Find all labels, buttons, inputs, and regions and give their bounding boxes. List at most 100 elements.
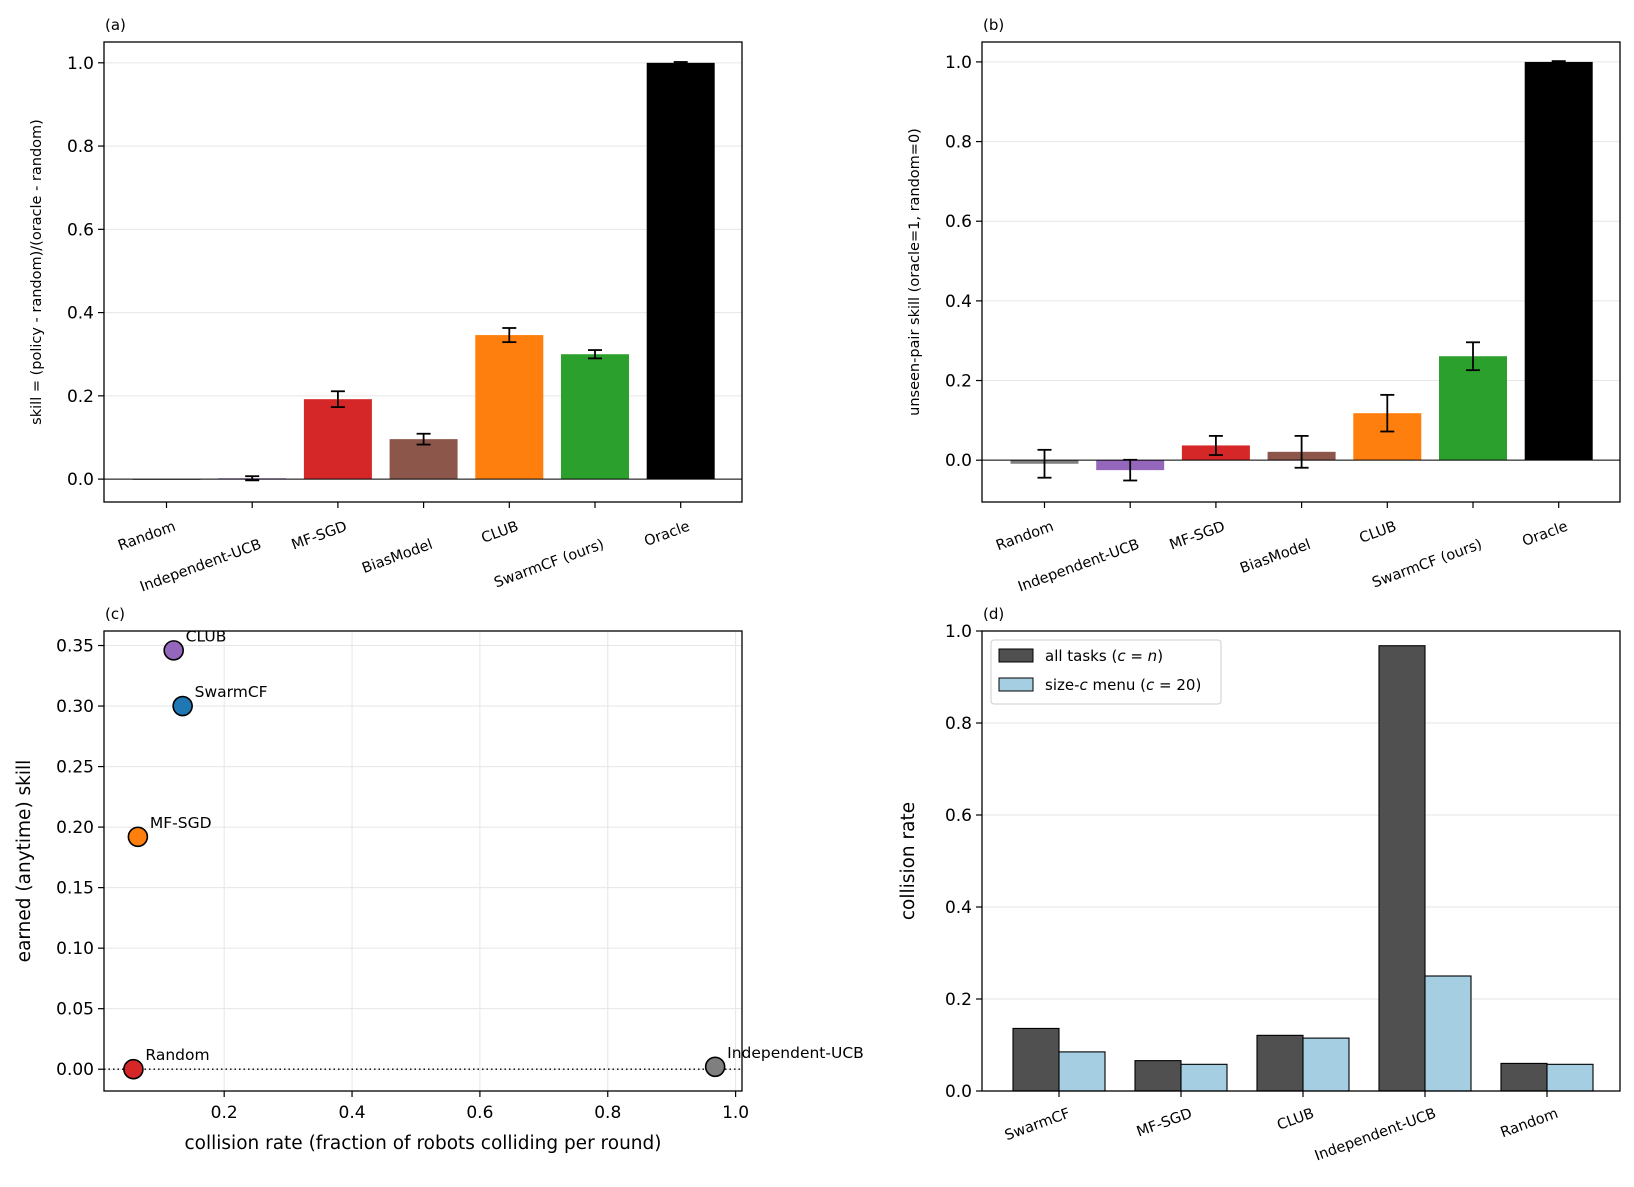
panel-b-bar bbox=[1524, 61, 1593, 461]
panel-a-x-tick-label: Oracle bbox=[642, 519, 692, 550]
panel-c-point bbox=[704, 1056, 726, 1078]
panel-d-y-tick-label: 0.6 bbox=[945, 806, 972, 826]
panel-c-y-tick-label: 0.25 bbox=[56, 758, 94, 778]
panel-c-point bbox=[163, 640, 184, 661]
panel-a-panel-label: (a) bbox=[105, 16, 126, 34]
panel-c-y-tick-label: 0.00 bbox=[56, 1060, 94, 1080]
panel-c-y-tick-label: 0.30 bbox=[56, 697, 94, 717]
panel-d-collision-rate-bar-chart: 0.0 0.2 0.4 0.6 0.8 1.0 SwarmCF MF-SGD CLUBIndep… bbox=[898, 605, 1621, 1165]
panel-b-x-tick-label: Oracle bbox=[1520, 519, 1570, 550]
panel-b-y-tick-label: 0.8 bbox=[945, 133, 972, 153]
panel-d-y-tick-label: 0.2 bbox=[945, 990, 972, 1010]
panel-d-y-tick-label: 0.4 bbox=[945, 898, 972, 918]
panel-b-y-tick-label: 0.6 bbox=[945, 212, 972, 232]
panel-c-point-label: Independent-UCB bbox=[727, 1044, 864, 1062]
panel-a-x-tick-label: Random bbox=[116, 519, 178, 555]
panel-d-legend-swatch bbox=[998, 648, 1034, 663]
panel-d-bar bbox=[1134, 1060, 1182, 1092]
panel-b-x-tick-label: Independent-UCB bbox=[1016, 537, 1142, 596]
panel-c-point-label: MF-SGD bbox=[150, 814, 212, 832]
panel-d-legend-label: size-c menu (c = 20) bbox=[1045, 676, 1201, 694]
panel-b-x-tick-label: BiasModel bbox=[1238, 537, 1313, 577]
panel-d-panel-label: (d) bbox=[983, 605, 1004, 623]
panel-a-bar bbox=[389, 439, 458, 480]
panel-d-y-axis-label: collision rate bbox=[898, 802, 919, 920]
panel-a-x-tick-label: CLUB bbox=[479, 519, 520, 547]
panel-c-x-tick-label: 1.0 bbox=[722, 1103, 749, 1123]
panel-b-y-tick-label: 0.4 bbox=[945, 292, 972, 312]
panel-d-legend-swatch bbox=[998, 677, 1034, 692]
panel-a-y-tick-label: 0.8 bbox=[67, 137, 94, 157]
panel-c-point-label: CLUB bbox=[186, 627, 227, 645]
panel-d-x-tick-label: CLUB bbox=[1275, 1106, 1316, 1134]
panel-d-bar bbox=[1500, 1062, 1548, 1092]
panel-d-x-tick-label: Independent-UCB bbox=[1313, 1106, 1439, 1165]
panel-b-bar bbox=[1439, 356, 1507, 461]
panel-a-x-tick-label: MF-SGD bbox=[290, 519, 350, 554]
panel-d-bar bbox=[1378, 645, 1426, 1092]
panel-a-y-tick-label: 0.4 bbox=[67, 304, 94, 324]
panel-a-x-tick-label: BiasModel bbox=[360, 537, 435, 577]
panel-b-x-tick-label: CLUB bbox=[1357, 519, 1398, 547]
panel-d-legend: all tasks (c = n) size-c menu (c = 20) bbox=[990, 639, 1222, 705]
panel-a-bar bbox=[561, 354, 629, 480]
panel-a-bar bbox=[303, 399, 372, 480]
panel-b-x-tick-label: SwarmCF (ours) bbox=[1370, 537, 1484, 592]
panel-c-y-tick-label: 0.05 bbox=[56, 1000, 94, 1020]
panel-c-x-tick-label: 0.4 bbox=[339, 1103, 366, 1123]
panel-d-x-tick-label: SwarmCF bbox=[1003, 1106, 1073, 1144]
panel-c-axes-frame bbox=[103, 630, 743, 1092]
panel-d-bar bbox=[1256, 1034, 1304, 1092]
panel-d-y-tick-label: 0.8 bbox=[945, 714, 972, 734]
panel-a-y-tick-label: 0.0 bbox=[67, 470, 94, 490]
panel-a-x-tick-label: Independent-UCB bbox=[138, 537, 264, 596]
panel-c-x-tick-label: 0.6 bbox=[466, 1103, 493, 1123]
panel-a-y-axis-label: skill = (policy - random)/(oracle - rand… bbox=[29, 119, 45, 425]
panel-c-point bbox=[123, 1058, 144, 1080]
panel-d-bar bbox=[1180, 1063, 1228, 1092]
panel-b-y-axis-label: unseen-pair skill (oracle=1, random=0) bbox=[907, 128, 923, 416]
panel-d-bar bbox=[1058, 1051, 1106, 1092]
panel-c-point bbox=[127, 826, 149, 848]
panel-c-point-label: Random bbox=[145, 1046, 209, 1064]
panel-c-point bbox=[172, 695, 193, 717]
panel-d-bar bbox=[1012, 1027, 1060, 1092]
panel-c-x-axis-label: collision rate (fraction of robots colli… bbox=[185, 1133, 662, 1154]
panel-c-y-tick-label: 0.10 bbox=[56, 939, 94, 959]
panel-b-y-tick-label: 0.2 bbox=[945, 372, 972, 392]
panel-a-y-tick-label: 0.2 bbox=[67, 387, 94, 407]
panel-a-x-tick-label: SwarmCF (ours) bbox=[492, 537, 606, 592]
panel-c-y-axis-label: earned (anytime) skill bbox=[14, 760, 35, 963]
panel-d-x-tick-label: MF-SGD bbox=[1135, 1106, 1195, 1141]
panel-c-skill-vs-collision-scatter: 0.2 0.4 0.6 0.8 1.0 0.00 0.05 0.10 0.15 0.20 0.25 0… bbox=[14, 605, 864, 1154]
panel-d-legend-box bbox=[990, 639, 1222, 705]
panel-b-x-tick-label: Random bbox=[994, 519, 1056, 555]
panel-a-axes-frame bbox=[103, 41, 743, 503]
panel-c-x-tick-label: 0.2 bbox=[211, 1103, 238, 1123]
panel-a-y-tick-label: 1.0 bbox=[67, 54, 94, 74]
panel-c-y-tick-label: 0.15 bbox=[56, 879, 94, 899]
panel-d-x-tick-label: Random bbox=[1498, 1106, 1560, 1142]
panel-d-bar bbox=[1424, 975, 1472, 1092]
panel-b-y-tick-label: 0.0 bbox=[945, 451, 972, 471]
panel-c-y-tick-label: 0.20 bbox=[56, 818, 94, 838]
panel-c-x-tick-label: 0.8 bbox=[594, 1103, 621, 1123]
panel-c-point-label: SwarmCF bbox=[195, 683, 268, 701]
panel-d-axes-frame bbox=[981, 630, 1621, 1092]
panel-c-y-tick-label: 0.35 bbox=[56, 637, 94, 657]
panel-b-panel-label: (b) bbox=[983, 16, 1004, 34]
panel-a-bar bbox=[646, 62, 715, 480]
panel-d-y-tick-label: 1.0 bbox=[945, 622, 972, 642]
panel-a-bar bbox=[475, 335, 544, 480]
panel-d-y-tick-label: 0.0 bbox=[945, 1082, 972, 1102]
panel-a-y-tick-label: 0.6 bbox=[67, 220, 94, 240]
panel-b-x-tick-label: MF-SGD bbox=[1168, 519, 1228, 554]
panel-d-bar bbox=[1546, 1063, 1594, 1092]
panel-d-legend-label: all tasks (c = n) bbox=[1045, 647, 1163, 665]
panel-b-y-tick-label: 1.0 bbox=[945, 53, 972, 73]
panel-b-axes-frame bbox=[981, 41, 1621, 503]
panel-c-panel-label: (c) bbox=[105, 605, 125, 623]
